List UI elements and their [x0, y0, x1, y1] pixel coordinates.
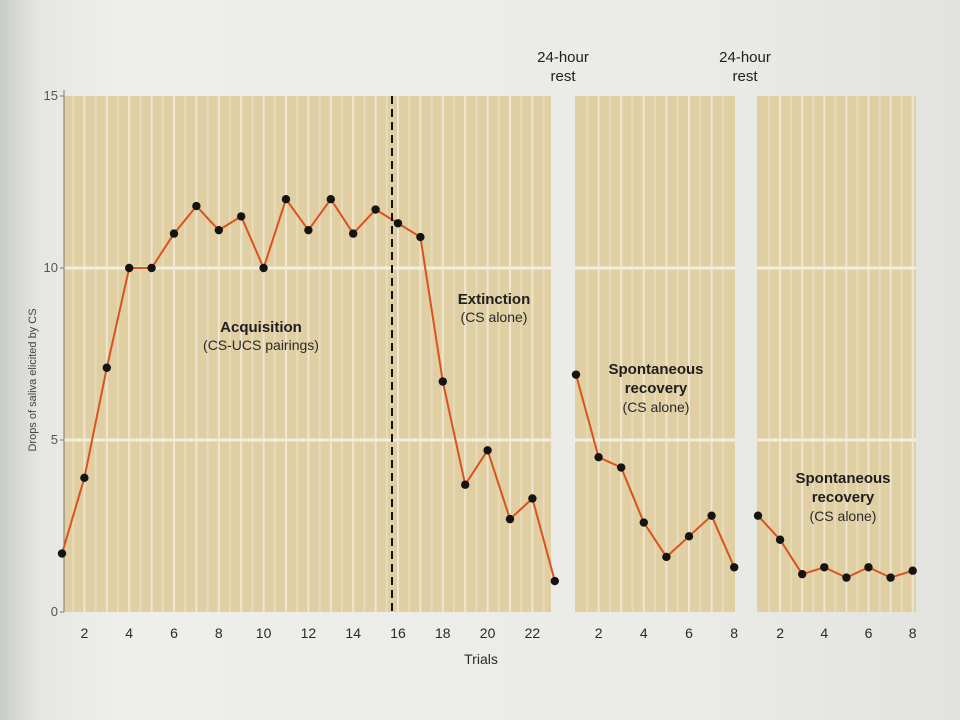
- panel-3-data-point: [753, 511, 763, 520]
- x-tick-label: 10: [256, 625, 272, 641]
- panel-1-data-point: [438, 377, 447, 386]
- panel-2-data-point: [639, 518, 648, 527]
- panel-3-background: [757, 96, 916, 612]
- annotation-recovery1-title1: Spontaneous: [608, 361, 703, 378]
- rest-label-2-line1: 24-hour: [719, 49, 771, 66]
- panel-1-data-point: [483, 446, 492, 455]
- annotation-recovery1-title2: recovery: [625, 380, 688, 397]
- x-tick-label: 8: [215, 625, 223, 641]
- x-axis-label: Trials: [464, 651, 498, 667]
- y-tick-label: 5: [51, 432, 58, 447]
- panel-1-data-point: [102, 363, 112, 372]
- panel-1-data-point: [169, 229, 179, 238]
- annotation-recovery1-sub: (CS alone): [623, 399, 690, 415]
- panel-1-data-point: [326, 195, 335, 204]
- panel-1-data-point: [416, 232, 425, 242]
- panel-3-data-point: [886, 573, 895, 582]
- annotation-recovery2-sub: (CS alone): [810, 508, 877, 524]
- panel-1-data-point: [461, 480, 470, 489]
- panel-2-data-point: [662, 552, 671, 562]
- y-tick-label: 10: [44, 260, 58, 275]
- panel-1-data-point: [528, 494, 537, 503]
- panel-3-data-point: [798, 569, 807, 579]
- x-tick-label: 22: [525, 625, 541, 641]
- x-tick-label: 4: [125, 625, 133, 641]
- panel-2-data-point: [684, 532, 694, 541]
- panel-2-data-point: [707, 511, 716, 520]
- panel-1-data-point: [125, 263, 134, 273]
- x-tick-label: 18: [435, 625, 451, 641]
- y-axis-label: Drops of saliva elicited by CS: [27, 308, 39, 451]
- panel-2-data-point: [730, 563, 739, 572]
- panel-1-data-point: [304, 225, 313, 235]
- panel-2-data-point: [571, 370, 581, 379]
- panel-3-data-point: [842, 573, 851, 582]
- panel-3-data-point: [775, 535, 785, 544]
- panel-1-data-point: [259, 263, 268, 273]
- x-tick-label: 6: [685, 625, 693, 641]
- panel-2-data-point: [594, 453, 603, 462]
- panel-3-data-point: [864, 563, 873, 572]
- x-tick-label: 2: [595, 625, 603, 641]
- panel-2-data-point: [617, 463, 626, 472]
- panel-1-data-point: [349, 229, 358, 238]
- annotation-recovery2-title2: recovery: [812, 489, 875, 506]
- x-tick-label: 4: [820, 625, 828, 641]
- x-tick-label: 2: [81, 625, 89, 641]
- annotation-acquisition-sub: (CS-UCS pairings): [203, 337, 319, 353]
- panel-1-data-point: [550, 576, 559, 586]
- annotation-acquisition-title: Acquisition: [220, 319, 302, 336]
- x-tick-label: 6: [865, 625, 873, 641]
- rest-label-2-line2: rest: [732, 68, 758, 85]
- panel-1-data-point: [147, 263, 156, 273]
- annotation-recovery2-title1: Spontaneous: [795, 470, 890, 487]
- annotation-extinction-title: Extinction: [458, 291, 531, 308]
- rest-label-1-line2: rest: [550, 68, 576, 85]
- x-tick-label: 8: [730, 625, 738, 641]
- panel-1-data-point: [214, 225, 223, 235]
- x-tick-label: 20: [480, 625, 496, 641]
- panel-1-data-point: [237, 212, 246, 221]
- series-layer: [57, 195, 917, 586]
- x-tick-label: 6: [170, 625, 178, 641]
- x-tick-label: 4: [640, 625, 648, 641]
- y-tick-label: 0: [51, 604, 58, 619]
- panel-1-data-point: [505, 514, 515, 524]
- panels-layer: [64, 96, 916, 612]
- x-tick-label: 2: [776, 625, 784, 641]
- panel-1-data-point: [281, 195, 291, 204]
- panel-1-data-point: [393, 219, 403, 228]
- panel-3-data-point: [908, 566, 917, 575]
- x-tick-label: 8: [909, 625, 917, 641]
- y-tick-label: 15: [44, 88, 58, 103]
- x-tick-label: 14: [345, 625, 361, 641]
- x-tick-label: 16: [390, 625, 406, 641]
- panel-3-data-point: [820, 563, 829, 572]
- panel-1-data-point: [57, 549, 67, 558]
- x-tick-label: 12: [301, 625, 317, 641]
- rest-label-1-line1: 24-hour: [537, 49, 589, 66]
- annotation-extinction-sub: (CS alone): [461, 309, 528, 325]
- panel-1-data-point: [371, 205, 380, 214]
- panel-1-data-point: [80, 473, 89, 483]
- panel-1-data-point: [192, 201, 201, 211]
